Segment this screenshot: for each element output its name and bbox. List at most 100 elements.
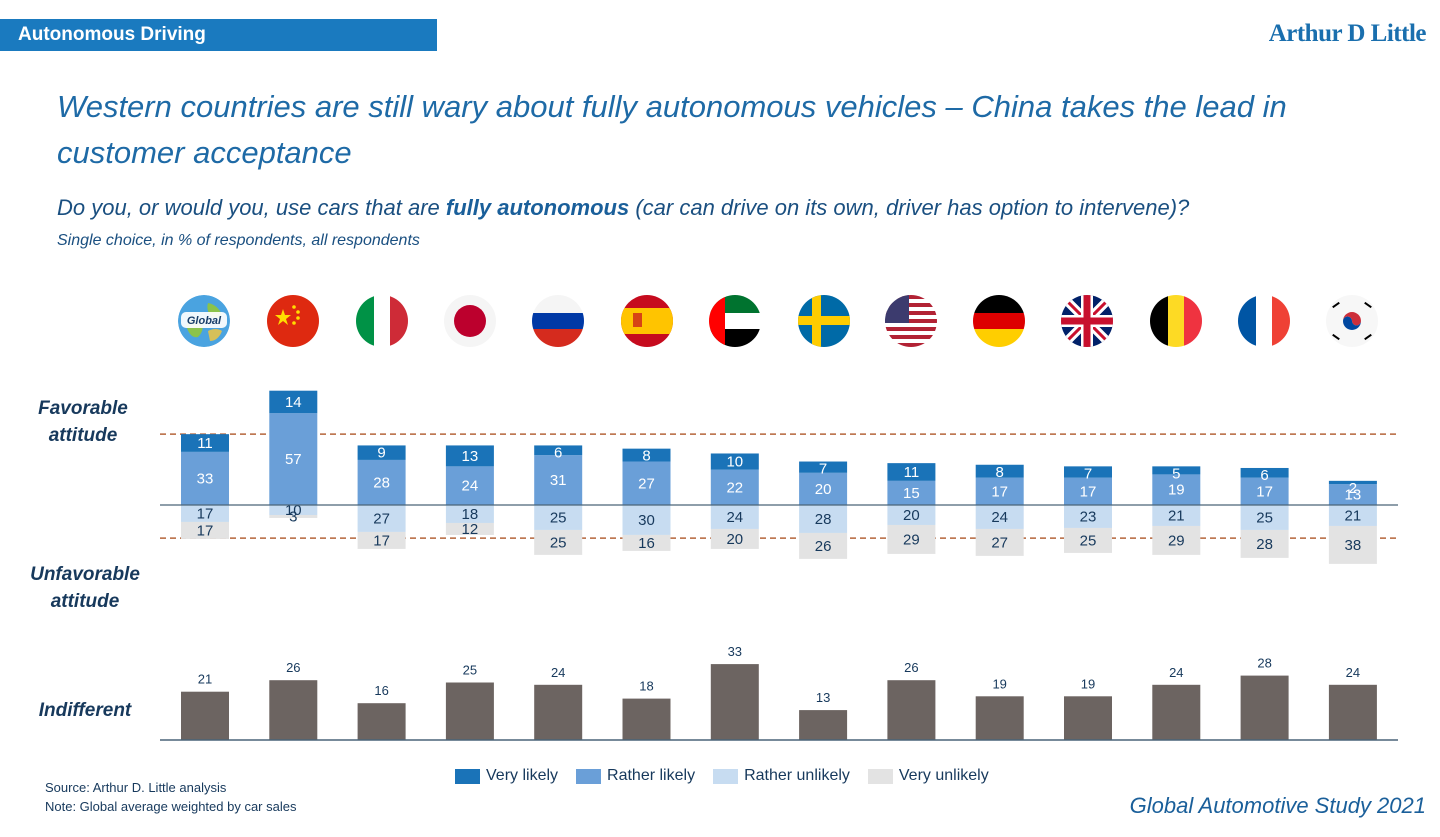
label-indifferent: 25 — [463, 663, 477, 678]
bar-indifferent — [269, 680, 318, 740]
legend-swatch — [867, 768, 893, 784]
bar-indifferent — [622, 698, 671, 740]
label-very-unlikely: 29 — [903, 531, 920, 548]
label-very-likely: 6 — [1260, 467, 1268, 484]
bar-very-likely — [181, 434, 229, 452]
label-rather-unlikely: 30 — [638, 512, 655, 529]
uae-flag-icon — [709, 295, 761, 347]
bar-rather-unlikely — [534, 505, 583, 530]
label-rather-unlikely: 18 — [462, 506, 479, 523]
bar-very-unlikely — [269, 514, 318, 518]
label-rather-likely: 20 — [815, 481, 832, 498]
label-rather-likely: 57 — [285, 451, 302, 468]
bar-very-likely — [887, 463, 936, 481]
label-rather-likely: 28 — [373, 474, 390, 491]
label-rather-unlikely: 21 — [1168, 507, 1185, 524]
bar-very-unlikely — [1240, 529, 1289, 558]
legend-swatch — [455, 768, 480, 784]
label-rather-likely: 17 — [1080, 483, 1097, 500]
bar-indifferent — [887, 680, 936, 740]
source-note: Source: Arthur D. Little analysis — [45, 780, 227, 795]
globe-icon: Global — [178, 295, 230, 347]
bar-indifferent — [445, 682, 494, 740]
bar-very-likely — [710, 453, 759, 470]
bar-rather-likely — [710, 469, 759, 505]
survey-question: Do you, or would you, use cars that are … — [57, 195, 1189, 221]
label-very-unlikely: 12 — [462, 521, 479, 538]
label-very-likely: 9 — [377, 445, 385, 462]
question-text-bold: fully autonomous — [445, 195, 630, 220]
label-very-likely: 14 — [285, 394, 302, 411]
bar-indifferent — [799, 710, 848, 740]
bar-rather-likely — [357, 459, 406, 505]
bar-very-unlikely — [622, 534, 671, 551]
legend-label: Very likely — [486, 767, 559, 784]
global-flag-text: Global — [187, 315, 222, 327]
bar-rather-unlikely — [1064, 505, 1112, 528]
study-name: Global Automotive Study 2021 — [1129, 793, 1426, 818]
bar-very-likely — [534, 445, 583, 456]
bar-indifferent — [1064, 696, 1112, 740]
legend-item: Very unlikely — [867, 767, 989, 785]
label-indifferent: 19 — [992, 676, 1006, 691]
label-indifferent: 19 — [1081, 676, 1095, 691]
bar-very-likely — [1240, 467, 1289, 478]
label-indifferent: 24 — [1346, 665, 1360, 680]
bar-rather-unlikely — [975, 505, 1024, 529]
bar-rather-unlikely — [799, 505, 848, 533]
label-very-likely: 5 — [1172, 465, 1180, 482]
label-very-unlikely: 17 — [197, 522, 214, 539]
label-very-likely: 7 — [819, 461, 827, 478]
bar-very-likely — [445, 445, 494, 467]
label-very-unlikely: 38 — [1345, 537, 1362, 554]
label-very-unlikely: 27 — [991, 534, 1008, 551]
label-rather-unlikely: 24 — [726, 509, 743, 526]
label-rather-unlikely: 27 — [373, 510, 390, 527]
label-very-unlikely: 16 — [638, 535, 655, 552]
label-rather-unlikely: 20 — [903, 507, 920, 524]
indifferent-label: Indifferent — [38, 700, 132, 721]
bar-rather-unlikely — [269, 505, 318, 515]
bar-rather-likely — [622, 461, 671, 505]
bar-rather-unlikely — [887, 505, 936, 525]
label-indifferent: 33 — [728, 644, 742, 659]
legend-item: Rather unlikely — [713, 767, 850, 785]
bar-rather-likely — [975, 477, 1024, 505]
label-very-unlikely: 25 — [550, 534, 567, 551]
label-rather-likely: 27 — [638, 475, 655, 492]
label-rather-unlikely: 24 — [991, 509, 1008, 526]
label-rather-unlikely: 10 — [285, 502, 302, 519]
bar-indifferent — [1240, 675, 1289, 740]
label-rather-likely: 19 — [1168, 482, 1185, 499]
bar-very-unlikely — [534, 529, 583, 555]
france-flag-icon — [1238, 295, 1290, 347]
legend-label: Rather unlikely — [744, 767, 850, 784]
bar-rather-likely — [799, 472, 848, 505]
bar-very-unlikely — [1152, 525, 1201, 555]
bar-indifferent — [1328, 684, 1377, 740]
bar-indifferent — [710, 664, 759, 740]
label-very-likely: 6 — [554, 444, 562, 461]
label-indifferent: 24 — [1169, 665, 1183, 680]
label-very-unlikely: 28 — [1256, 536, 1273, 553]
bar-rather-unlikely — [710, 505, 759, 529]
bar-rather-likely — [269, 413, 318, 505]
bar-very-unlikely — [710, 528, 759, 549]
legend-swatch — [713, 768, 739, 784]
bar-very-likely — [269, 390, 318, 414]
legend-swatch — [576, 768, 602, 784]
legend-item: Very likely — [455, 767, 558, 785]
label-very-likely: 8 — [642, 448, 650, 465]
bar-indifferent — [1152, 684, 1201, 740]
label-rather-likely: 33 — [197, 470, 214, 487]
bar-rather-likely — [1328, 484, 1377, 505]
label-rather-unlikely: 28 — [815, 511, 832, 528]
legend-label: Very unlikely — [898, 767, 989, 784]
label-indifferent: 28 — [1257, 656, 1271, 671]
label-indifferent: 21 — [198, 672, 212, 687]
section-tag: Autonomous Driving — [0, 19, 437, 51]
bar-very-unlikely — [357, 531, 406, 549]
bar-rather-unlikely — [1328, 505, 1377, 526]
spain-flag-icon — [621, 295, 673, 347]
